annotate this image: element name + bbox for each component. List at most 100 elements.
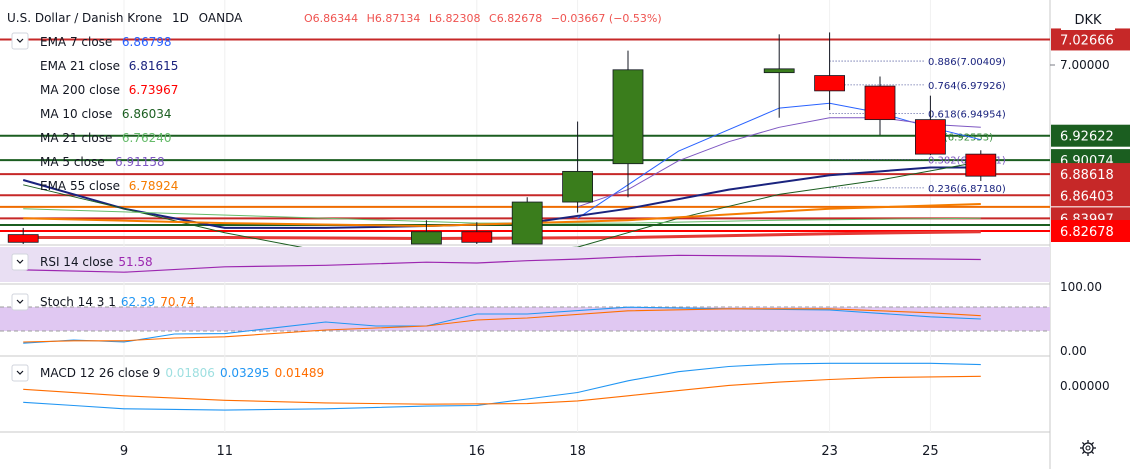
stoch-label: Stoch 14 3 1 62.39 70.74 <box>40 295 195 309</box>
legend-item-name: EMA 21 close <box>40 59 120 73</box>
candle[interactable] <box>915 95 946 156</box>
chevron-down-icon[interactable] <box>11 364 29 382</box>
interval[interactable]: 1D <box>172 11 189 25</box>
legend-item[interactable]: MA 10 close 6.86034 <box>40 107 172 121</box>
legend-item-value: 6.86034 <box>122 107 172 121</box>
stoch-tick-label: 100.00 <box>1060 280 1102 294</box>
chevron-box <box>11 32 29 50</box>
candle[interactable] <box>965 150 997 181</box>
currency-label: DKK <box>1074 13 1102 28</box>
legend-item-name: MA 21 close <box>40 131 112 145</box>
ma-line-ma-5 <box>577 117 981 208</box>
price-level-box[interactable] <box>1051 124 1130 147</box>
candle-body <box>461 231 493 243</box>
candle-body <box>612 69 644 165</box>
price-level-box[interactable] <box>1051 184 1130 207</box>
ohlc-low: L6.82308 <box>429 12 481 25</box>
chevron-down-icon[interactable] <box>11 253 29 271</box>
candle[interactable] <box>7 227 39 244</box>
rsi-label-part: 51.58 <box>118 255 152 269</box>
time-tick-label: 11 <box>217 444 234 459</box>
legend-item-name: EMA 7 close <box>40 35 112 49</box>
candle[interactable] <box>763 34 795 118</box>
legend-item-name: EMA 55 close <box>40 179 120 193</box>
macd-macd-line <box>23 362 981 411</box>
legend-item[interactable]: EMA 55 close 6.78924 <box>40 179 178 193</box>
candle-body <box>511 201 543 245</box>
gear-icon[interactable] <box>1080 440 1096 456</box>
stoch-pane <box>0 306 1050 344</box>
chevron-box <box>11 364 29 382</box>
candle-body <box>763 68 795 74</box>
chevron-stroke <box>16 299 24 304</box>
legend-item-value: 6.76240 <box>122 131 172 145</box>
price-level-box[interactable] <box>1051 163 1130 186</box>
legend-item[interactable]: EMA 21 close 6.81615 <box>40 59 178 73</box>
legend-item-name: MA 10 close <box>40 107 112 121</box>
candle-body <box>915 119 946 155</box>
candle[interactable] <box>511 197 543 245</box>
ohlc-change: −0.03667 (−0.53%) <box>551 12 662 25</box>
macd-label: MACD 12 26 close 9 0.01806 0.03295 0.01489 <box>40 366 324 380</box>
time-tick-label: 16 <box>469 444 486 459</box>
stoch-band <box>0 307 1050 331</box>
chevron-stroke <box>16 370 24 375</box>
chevron-down-icon[interactable] <box>11 32 29 50</box>
candle-body <box>965 153 997 177</box>
chevron-box <box>11 293 29 311</box>
candle[interactable] <box>864 76 896 135</box>
time-tick-label: 18 <box>569 444 586 459</box>
candle[interactable] <box>612 50 644 198</box>
rsi-pane <box>0 247 1050 282</box>
fib-level-label: 0.236(6.87180) <box>928 184 1006 195</box>
legend-item[interactable]: MA 5 close 6.91158 <box>40 155 165 169</box>
stoch-d-line <box>23 308 981 343</box>
stoch-label-part: 70.74 <box>160 295 194 309</box>
chevron-stroke <box>16 259 24 264</box>
candle-body <box>562 170 593 203</box>
macd-label-part: 0.01806 <box>165 366 215 380</box>
legend-item[interactable]: MA 200 close 6.73967 <box>40 83 178 97</box>
price-level-box[interactable] <box>1051 28 1130 51</box>
rsi-label: RSI 14 close 51.58 <box>40 255 153 269</box>
indicator-legend: EMA 7 close 6.86798 EMA 21 close 6.81615 MA … <box>11 32 324 382</box>
chevron-stroke <box>16 38 24 43</box>
exchange: OANDA <box>199 11 243 25</box>
candle[interactable] <box>410 220 442 245</box>
candle[interactable] <box>814 32 845 111</box>
symbol-name[interactable]: U.S. Dollar / Danish Krone <box>7 11 162 25</box>
candle[interactable] <box>562 121 593 213</box>
ohlc-high: H6.87134 <box>367 12 421 25</box>
svg-text:U.S. Dollar / Danish Krone: U.S. Dollar / Danish Krone 1D OANDA <box>7 11 243 25</box>
legend-item-value: 6.78924 <box>129 179 179 193</box>
stoch-label-part: 62.39 <box>121 295 155 309</box>
chevron-down-icon[interactable] <box>11 293 29 311</box>
candle[interactable] <box>461 222 493 244</box>
price-tick-label: 7.00000 <box>1060 58 1110 72</box>
price-level-label: 6.82678 <box>1060 225 1114 240</box>
price-level-box[interactable] <box>1051 220 1130 242</box>
time-axis: 9111618232530Apr <box>120 444 939 459</box>
legend-item[interactable]: EMA 7 close 6.86798 <box>40 35 172 49</box>
macd-label-part: 0.03295 <box>220 366 270 380</box>
legend-item[interactable]: MA 21 close 6.76240 <box>40 131 172 145</box>
time-tick-label: 25 <box>922 444 939 459</box>
time-tick-label: 9 <box>120 444 128 459</box>
rsi-line <box>23 254 981 273</box>
candles[interactable] <box>7 32 997 245</box>
legend-item-name: MA 200 close <box>40 83 120 97</box>
price-level-label: 6.88618 <box>1060 168 1114 183</box>
candle-body <box>410 231 442 245</box>
price-level-label: 6.92622 <box>1060 130 1114 145</box>
header: U.S. Dollar / Danish Krone 1D OANDA O6.8… <box>7 11 662 25</box>
fib-level-label: 0.5(6.92553) <box>928 132 993 143</box>
fib-level-label: 0.618(6.94954) <box>928 109 1006 120</box>
candle-body <box>864 85 896 121</box>
price-level-label: 7.02666 <box>1060 33 1114 48</box>
rsi-band <box>0 247 1050 282</box>
candle-body <box>814 75 845 92</box>
legend-item-value: 6.73967 <box>129 83 179 97</box>
